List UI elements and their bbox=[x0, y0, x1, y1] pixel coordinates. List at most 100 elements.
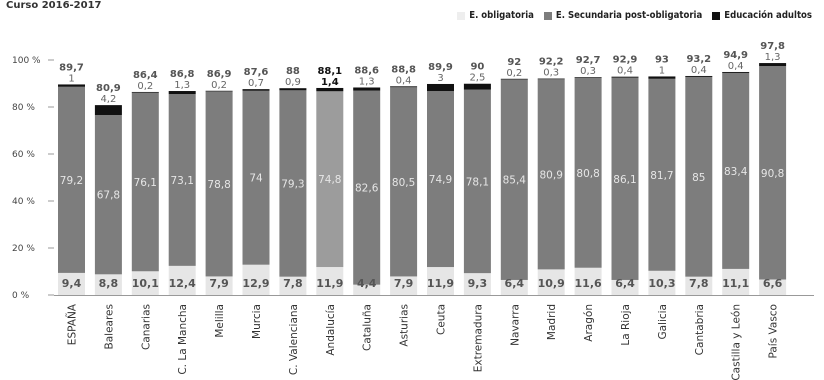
bar-segment-adultos bbox=[500, 78, 528, 80]
x-category-label: Castilla y León bbox=[731, 304, 743, 380]
bar-segment-secundaria bbox=[316, 91, 344, 268]
data-label-obligatoria: 10,9 bbox=[538, 277, 565, 290]
bar-segment-secundaria bbox=[500, 79, 528, 280]
data-label-total: 89,7 bbox=[59, 62, 84, 73]
x-category-label: Ceuta bbox=[436, 304, 448, 335]
data-label-obligatoria: 7,9 bbox=[209, 277, 229, 290]
bar-segment-adultos bbox=[759, 63, 787, 67]
bar-segment-adultos bbox=[279, 88, 307, 91]
data-label-obligatoria: 9,3 bbox=[468, 277, 488, 290]
bar-segment-obligatoria bbox=[500, 279, 528, 295]
y-tick-label: 60 % bbox=[12, 150, 35, 160]
bar-segment-secundaria bbox=[722, 72, 750, 269]
data-label-obligatoria: 11,9 bbox=[427, 277, 454, 290]
bar-segment-adultos bbox=[168, 91, 196, 95]
bar-segment-obligatoria bbox=[574, 267, 602, 295]
bar-segment-secundaria bbox=[574, 77, 602, 268]
bar-segment-obligatoria bbox=[168, 265, 196, 295]
bar-segment-adultos bbox=[353, 87, 381, 91]
x-category-label: Extremadura bbox=[472, 304, 484, 372]
bar-segment-adultos bbox=[242, 89, 270, 91]
data-label-secundaria: 86,1 bbox=[613, 174, 636, 186]
bar-segment-adultos bbox=[316, 87, 344, 92]
legend-swatch-obligatoria bbox=[457, 11, 466, 20]
data-label-obligatoria: 7,8 bbox=[689, 277, 709, 290]
bar-segment-obligatoria bbox=[205, 276, 233, 295]
bar-segment-adultos bbox=[427, 83, 454, 92]
x-category-label: Cataluña bbox=[362, 304, 374, 351]
bar-segment-obligatoria bbox=[611, 279, 639, 295]
data-label-secundaria: 82,6 bbox=[355, 183, 379, 195]
data-label-adultos: 0,4 bbox=[617, 66, 633, 77]
data-label-obligatoria: 10,3 bbox=[648, 277, 675, 290]
bar-segment-secundaria bbox=[611, 77, 639, 280]
data-label-obligatoria: 11,1 bbox=[722, 277, 749, 290]
data-label-total: 92,9 bbox=[613, 55, 638, 66]
data-label-secundaria: 83,4 bbox=[724, 166, 748, 178]
bar-segment-secundaria bbox=[463, 89, 491, 274]
legend-swatch-secundaria bbox=[543, 11, 552, 20]
bar-segment-obligatoria bbox=[242, 264, 270, 295]
data-label-total: 89,9 bbox=[428, 62, 453, 73]
legend-item-secundaria: E. Secundaria post-obligatoria bbox=[543, 10, 703, 21]
x-category-label: La Rioja bbox=[620, 304, 632, 346]
x-category-label: Canarias bbox=[140, 304, 152, 350]
data-label-adultos: 0,9 bbox=[285, 77, 301, 88]
data-label-obligatoria: 6,4 bbox=[505, 277, 525, 290]
data-label-adultos: 1 bbox=[68, 73, 74, 84]
data-label-secundaria: 79,2 bbox=[60, 175, 83, 187]
y-tick-label: 40 % bbox=[12, 197, 35, 207]
chart-legend: E. obligatoria E. Secundaria post-obliga… bbox=[457, 10, 812, 21]
bar-segment-obligatoria bbox=[131, 271, 159, 295]
bar-segment-secundaria bbox=[648, 78, 676, 271]
data-label-obligatoria: 4,4 bbox=[357, 277, 377, 290]
bar-segment-adultos bbox=[390, 86, 418, 88]
data-label-secundaria: 80,9 bbox=[540, 169, 563, 181]
data-label-obligatoria: 7,8 bbox=[283, 277, 303, 290]
bar-segment-secundaria bbox=[242, 90, 270, 265]
data-label-total: 80,9 bbox=[96, 83, 121, 94]
data-label-secundaria: 79,3 bbox=[281, 178, 304, 190]
legend-label-obligatoria: E. obligatoria bbox=[469, 10, 534, 21]
data-label-total: 86,4 bbox=[133, 70, 158, 81]
legend-label-secundaria: E. Secundaria post-obligatoria bbox=[555, 10, 703, 21]
y-tick-label: 20 % bbox=[12, 244, 35, 254]
chart-subtitle: Curso 2016-2017 bbox=[6, 0, 102, 11]
bar-segment-obligatoria bbox=[759, 279, 787, 295]
data-label-adultos: 2,5 bbox=[469, 73, 485, 84]
x-category-label: Andalucía bbox=[325, 304, 337, 356]
data-label-obligatoria: 6,6 bbox=[763, 277, 783, 290]
bar-segment-obligatoria bbox=[316, 267, 344, 295]
data-label-total: 97,8 bbox=[760, 41, 785, 52]
data-label-total: 87,6 bbox=[244, 67, 269, 78]
bar-segment-secundaria bbox=[94, 114, 122, 275]
bar-segment-obligatoria bbox=[58, 272, 85, 295]
data-label-adultos: 0,7 bbox=[248, 78, 264, 89]
data-label-secundaria: 80,5 bbox=[392, 177, 415, 189]
x-category-label: Navarra bbox=[509, 304, 521, 346]
legend-swatch-adultos bbox=[712, 11, 721, 20]
data-label-total: 90 bbox=[470, 62, 484, 73]
bar-segment-obligatoria bbox=[463, 273, 491, 295]
data-label-secundaria: 90,8 bbox=[761, 168, 784, 180]
data-label-secundaria: 78,1 bbox=[466, 176, 489, 188]
legend-item-obligatoria: E. obligatoria bbox=[457, 10, 534, 21]
bar-segment-secundaria bbox=[759, 66, 787, 280]
x-category-label: ESPAÑA bbox=[66, 303, 79, 345]
bar-segment-adultos bbox=[722, 71, 750, 73]
data-label-secundaria: 78,8 bbox=[207, 179, 230, 191]
data-label-total: 93,2 bbox=[686, 54, 711, 65]
data-label-total: 88,6 bbox=[354, 65, 379, 76]
data-label-secundaria: 80,8 bbox=[576, 168, 599, 180]
data-label-secundaria: 74 bbox=[249, 173, 263, 185]
x-category-label: Melilla bbox=[214, 304, 226, 338]
data-label-secundaria: 85 bbox=[692, 172, 705, 184]
bar-segment-adultos bbox=[537, 78, 565, 80]
x-category-label: Baleares bbox=[103, 304, 115, 349]
y-tick-label: 80 % bbox=[12, 103, 35, 113]
data-label-total: 88,1 bbox=[317, 66, 342, 77]
x-category-label: Aragón bbox=[583, 304, 595, 342]
bar-segment-secundaria bbox=[131, 92, 159, 272]
bar-segment-secundaria bbox=[427, 91, 454, 268]
x-category-label: País Vasco bbox=[768, 304, 780, 359]
